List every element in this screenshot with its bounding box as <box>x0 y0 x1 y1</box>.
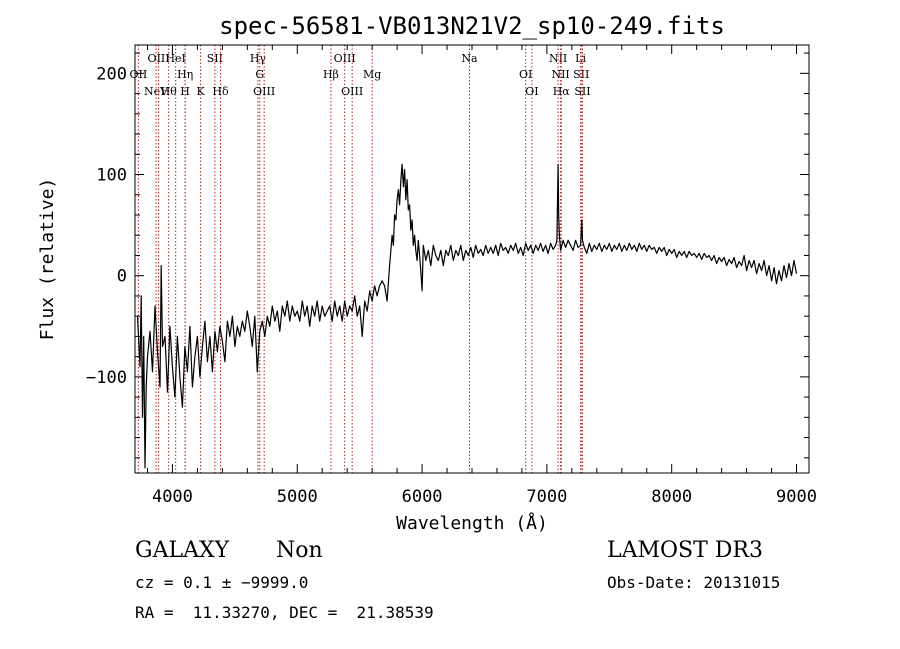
line-marker-label: SII <box>574 85 590 98</box>
x-axis: 4000 5000 6000 7000 8000 9000 <box>146 45 817 507</box>
line-marker-label: SII <box>573 68 589 81</box>
line-marker-label: OII <box>130 68 148 81</box>
y-tick-label: −100 <box>86 368 127 388</box>
x-tick-label: 8000 <box>651 487 692 507</box>
line-marker-label: Hβ <box>323 68 339 81</box>
y-axis-label: Flux (relative) <box>37 178 58 341</box>
radec-line: RA = 11.33270, DEC = 21.38539 <box>135 603 434 622</box>
line-marker-label: G <box>255 68 264 81</box>
line-marker-label: OIII <box>148 52 170 65</box>
spectrum-series-line <box>136 163 798 469</box>
line-marker-label: Mg <box>363 68 381 81</box>
x-tick-label: 4000 <box>152 487 193 507</box>
plot-frame <box>134 44 810 474</box>
line-marker-label: HeI <box>165 52 185 65</box>
chart-title: spec-56581-VB013N21V2_sp10-249.fits <box>219 12 725 40</box>
line-marker-label: Hα <box>553 85 571 98</box>
y-tick-label: 200 <box>96 64 127 84</box>
line-marker-label: K <box>197 85 206 98</box>
line-marker-label: OIII <box>334 52 356 65</box>
series-layer <box>136 163 798 469</box>
line-marker-label: Na <box>461 52 478 65</box>
line-marker-label: OI <box>525 85 538 98</box>
line-marker-label: SII <box>207 52 223 65</box>
obs-date-line: Obs-Date: 20131015 <box>607 573 781 592</box>
survey-label: LAMOST DR3 <box>607 538 763 563</box>
redshift-line: cz = 0.1 ± −9999.0 <box>135 573 309 592</box>
line-marker-label: NeV <box>144 85 169 98</box>
line-marker-label: Hθ <box>161 85 178 98</box>
subclass-label: Non <box>276 538 323 563</box>
line-marker-label: Li <box>575 52 586 65</box>
x-tick-label: 9000 <box>776 487 817 507</box>
line-marker-label: Hδ <box>212 85 229 98</box>
x-tick-label: 5000 <box>277 487 318 507</box>
y-tick-label: 0 <box>117 267 127 287</box>
line-marker-label: OIII <box>341 85 363 98</box>
x-tick-label: 6000 <box>402 487 443 507</box>
line-marker-label: OI <box>519 68 532 81</box>
line-marker-label: H <box>180 85 190 98</box>
line-marker-label: OIII <box>253 85 275 98</box>
line-marker-label: NII <box>549 52 567 65</box>
line-marker-label: NII <box>551 68 569 81</box>
class-label: GALAXY <box>135 538 230 563</box>
x-axis-label: Wavelength (Å) <box>396 512 548 534</box>
x-tick-label: 7000 <box>526 487 567 507</box>
y-tick-label: 100 <box>96 166 127 186</box>
y-axis: −100 0 100 200 <box>86 52 809 459</box>
line-marker-label: Hγ <box>250 52 267 65</box>
